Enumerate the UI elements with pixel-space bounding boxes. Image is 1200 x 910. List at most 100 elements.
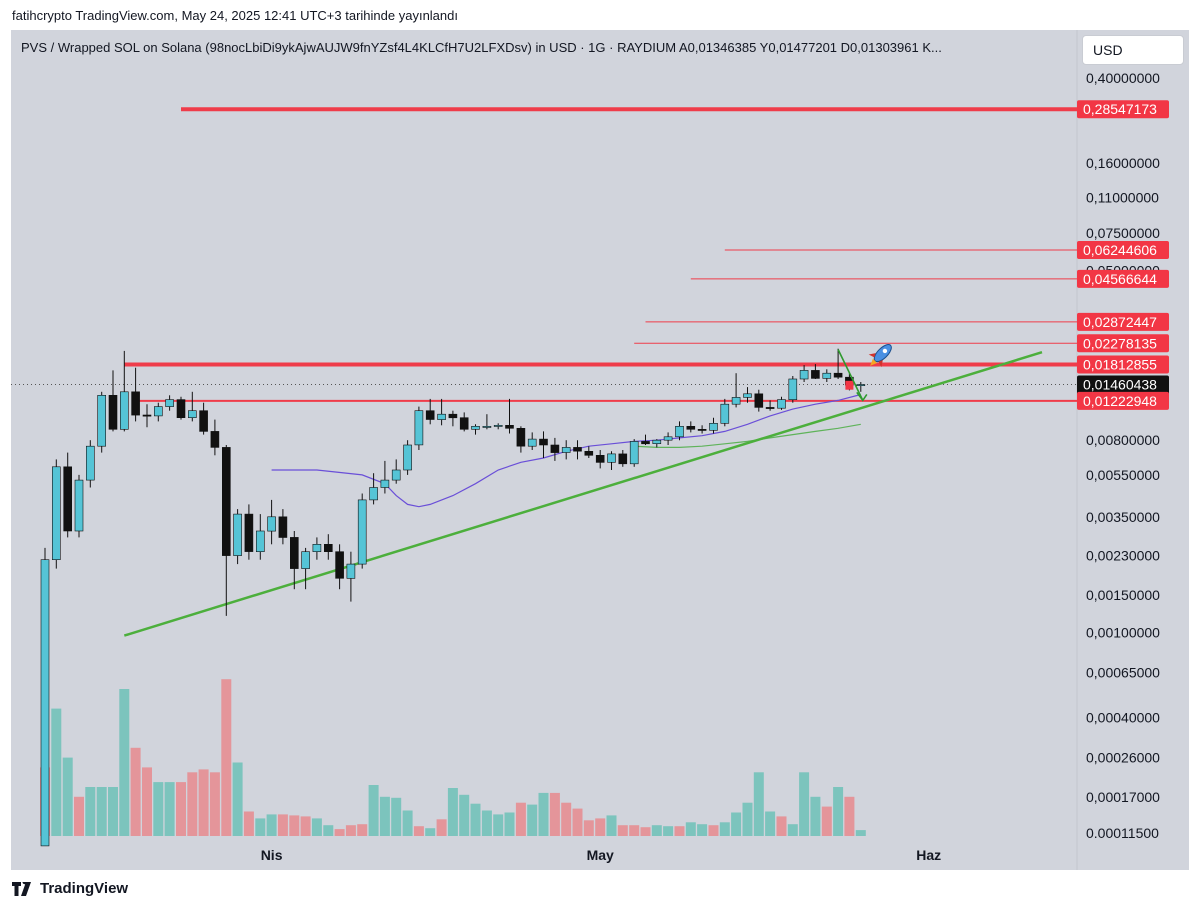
candle-body	[777, 399, 786, 409]
candle	[120, 350, 129, 432]
candle-body	[697, 428, 707, 431]
chart-pane[interactable]: 0,40000000 0,16000000 0,11000000 0,07500000…	[11, 30, 1189, 870]
volume-bar	[651, 825, 662, 836]
volume-bar	[357, 824, 368, 836]
candle-body	[108, 394, 118, 430]
candle-body	[425, 410, 435, 420]
volume-bar	[787, 824, 798, 836]
volume-bar	[515, 802, 526, 836]
price-label-value: 0,01812855	[1083, 357, 1157, 373]
tradingview-logo-icon	[12, 881, 34, 896]
currency-button[interactable]: USD	[1082, 35, 1184, 65]
candle	[754, 389, 764, 412]
candle-body	[437, 413, 446, 420]
volume-bar	[572, 808, 583, 836]
volume-bar	[776, 816, 787, 836]
volume-bar	[187, 772, 198, 836]
candle-body	[471, 425, 480, 430]
candle	[437, 398, 446, 426]
candle-body	[391, 469, 401, 481]
candle-body	[539, 438, 548, 446]
volume-bar	[844, 796, 855, 836]
arrow-head	[856, 391, 868, 402]
volume-bar	[663, 826, 674, 836]
candle-body	[301, 551, 310, 569]
volume-bar	[164, 782, 175, 836]
candle	[323, 534, 333, 560]
candle	[380, 460, 390, 494]
candle	[641, 434, 650, 445]
chart-legend: PVS / Wrapped SOL on Solana (98nocLbiDi9…	[21, 40, 942, 55]
candle	[391, 459, 401, 484]
tradingview-logo[interactable]: TradingView	[12, 880, 128, 897]
candle	[493, 423, 503, 430]
candle	[210, 419, 220, 456]
price-tick: 0,00230000	[1086, 548, 1160, 564]
price-label-value: 0,28547173	[1083, 101, 1157, 117]
candle-body	[63, 466, 73, 532]
price-label-box	[1077, 100, 1169, 119]
candle	[709, 417, 718, 434]
candle-body	[414, 410, 424, 446]
candle-body	[561, 447, 571, 453]
publish-caption: fatihcrypto TradingView.com, May 24, 202…	[12, 8, 458, 23]
rocket-fins	[868, 353, 883, 368]
candle	[154, 402, 163, 422]
candle-body	[154, 406, 163, 417]
volume-bar	[379, 796, 390, 836]
candle	[244, 504, 254, 560]
price-label-box	[1077, 269, 1169, 288]
candle-body	[210, 431, 220, 448]
candle	[584, 446, 594, 458]
price-axis-labels: 0,28547173 0,06244606 0,04566644 0,02872447…	[1077, 100, 1169, 410]
candle-body	[233, 513, 242, 556]
price-label-value: 0,04566644	[1083, 271, 1157, 287]
candle	[697, 425, 707, 434]
price-tick: 0,00026000	[1086, 750, 1160, 766]
candle-body	[822, 372, 832, 379]
volume-bar	[142, 767, 152, 836]
volume-bar	[719, 822, 730, 836]
candle-body	[165, 399, 174, 407]
candle	[652, 439, 662, 448]
down-arrow-annotation	[837, 349, 864, 401]
candle-body	[686, 425, 696, 430]
candle-body	[595, 454, 605, 463]
volume-bar	[108, 787, 118, 836]
volume-bar	[765, 811, 776, 836]
candle	[108, 370, 118, 432]
candle-body	[51, 466, 61, 560]
candle-body	[369, 487, 378, 501]
price-label-box	[1077, 334, 1169, 353]
candle-body	[403, 444, 412, 471]
volume-bar	[481, 810, 492, 836]
candle	[743, 387, 752, 403]
annotations	[837, 344, 892, 402]
candle-body	[788, 378, 798, 401]
candle	[788, 376, 798, 403]
candle-body	[74, 479, 84, 532]
price-tick: 0,00550000	[1086, 467, 1160, 483]
price-label-value: 0,01460438	[1083, 377, 1157, 393]
candle	[289, 531, 299, 590]
chart-canvas[interactable]: 0,40000000 0,16000000 0,11000000 0,07500000…	[11, 30, 1189, 870]
candle	[799, 365, 809, 382]
price-tick: 0,16000000	[1086, 155, 1160, 171]
price-tick: 0,00040000	[1086, 710, 1160, 726]
time-axis-labels: Nis May Haz	[261, 847, 941, 863]
candle-body	[527, 438, 537, 447]
price-tick: 0.00011500	[1086, 825, 1159, 841]
candle	[822, 369, 832, 382]
candle	[97, 391, 106, 453]
volume-bar	[277, 814, 288, 836]
volume-bar	[255, 818, 266, 836]
level-price-label: 0,28547173	[1077, 100, 1169, 119]
candle-body	[573, 447, 582, 452]
candle-body	[641, 441, 650, 445]
volume-bar	[96, 787, 107, 836]
volume-bar	[561, 802, 572, 836]
candle	[256, 514, 265, 560]
candle	[176, 396, 186, 420]
candle	[573, 440, 582, 460]
candle-body	[278, 516, 288, 538]
